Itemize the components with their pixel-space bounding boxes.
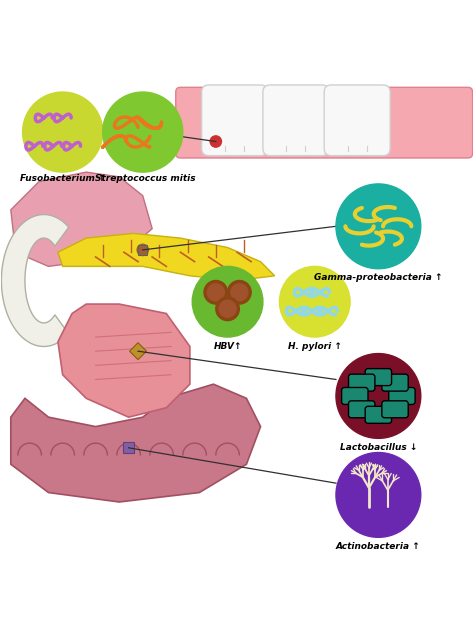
Circle shape	[216, 297, 239, 320]
Circle shape	[336, 453, 421, 537]
Polygon shape	[58, 233, 275, 280]
Circle shape	[192, 266, 263, 337]
FancyBboxPatch shape	[263, 85, 329, 155]
Polygon shape	[58, 304, 190, 417]
Circle shape	[137, 245, 148, 256]
Polygon shape	[11, 384, 261, 502]
Circle shape	[231, 284, 248, 301]
Polygon shape	[1, 214, 69, 347]
FancyBboxPatch shape	[382, 374, 408, 391]
Circle shape	[210, 136, 221, 147]
Text: Actinobacteria ↑: Actinobacteria ↑	[336, 542, 421, 551]
Circle shape	[219, 300, 236, 317]
Text: H. pylori ↑: H. pylori ↑	[288, 342, 342, 350]
Text: Streptococcus mitis: Streptococcus mitis	[95, 174, 195, 184]
Circle shape	[336, 354, 421, 438]
FancyBboxPatch shape	[176, 87, 473, 158]
Text: Fusobacterium ↑: Fusobacterium ↑	[20, 174, 105, 184]
Circle shape	[279, 266, 350, 337]
Circle shape	[207, 284, 224, 301]
FancyBboxPatch shape	[348, 374, 375, 391]
Circle shape	[23, 92, 103, 172]
FancyBboxPatch shape	[365, 406, 392, 423]
FancyBboxPatch shape	[342, 387, 368, 404]
Circle shape	[103, 92, 183, 172]
FancyBboxPatch shape	[389, 387, 415, 404]
FancyBboxPatch shape	[348, 401, 375, 418]
Bar	[138, 245, 147, 255]
Polygon shape	[11, 172, 152, 266]
FancyBboxPatch shape	[382, 401, 408, 418]
Text: HBV↑: HBV↑	[213, 342, 242, 350]
Circle shape	[204, 280, 228, 304]
FancyBboxPatch shape	[201, 85, 268, 155]
FancyBboxPatch shape	[365, 369, 392, 386]
Text: Gamma-proteobacteria ↑: Gamma-proteobacteria ↑	[314, 273, 443, 282]
Text: Lactobacillus ↓: Lactobacillus ↓	[340, 443, 417, 452]
Circle shape	[228, 280, 251, 304]
Bar	[123, 442, 134, 453]
FancyBboxPatch shape	[324, 85, 390, 155]
Circle shape	[336, 184, 421, 269]
Polygon shape	[129, 343, 146, 360]
